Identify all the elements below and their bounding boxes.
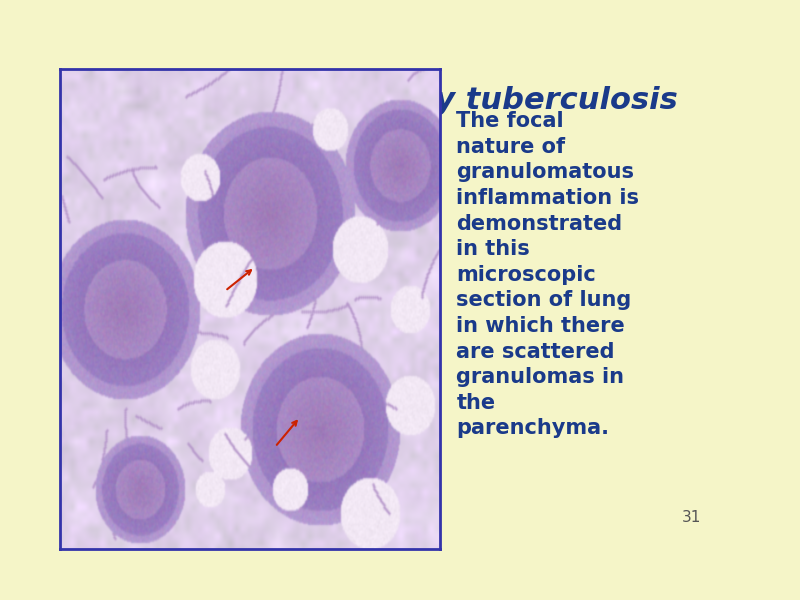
- Text: 31: 31: [682, 510, 702, 525]
- Text: The focal
nature of
granulomatous
inflammation is
demonstrated
in this
microscop: The focal nature of granulomatous inflam…: [457, 111, 639, 439]
- Text: Miliary pulmonary tuberculosis: Miliary pulmonary tuberculosis: [142, 86, 678, 115]
